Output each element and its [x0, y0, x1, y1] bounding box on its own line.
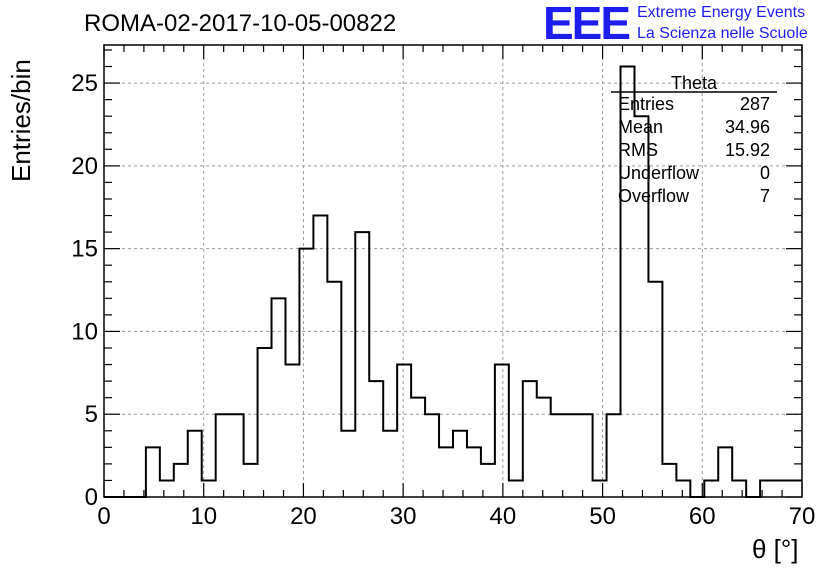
histogram-bin [774, 480, 788, 497]
plot-border [103, 44, 803, 498]
histogram-bin [258, 348, 272, 497]
stats-label: Mean [618, 117, 663, 137]
histogram-bin [216, 414, 230, 497]
stats-value: 0 [760, 163, 770, 183]
stats-label: Entries [618, 94, 674, 114]
histogram-bin [369, 381, 383, 497]
stats-value: 15.92 [725, 140, 770, 160]
stats-value: 34.96 [725, 117, 770, 137]
y-tick-label: 10 [71, 318, 98, 345]
x-tick-label: 10 [190, 503, 217, 530]
histogram-bin [272, 298, 286, 497]
histogram-bin [299, 249, 313, 497]
histogram-bin [593, 480, 607, 497]
histogram-bin [174, 464, 188, 497]
histogram-bin [495, 365, 509, 497]
histogram-bin [327, 282, 341, 497]
x-tick-label: 30 [390, 503, 417, 530]
y-axis-label: Entries/bin [6, 59, 36, 182]
histogram-bin [160, 480, 174, 497]
grid-layer [104, 45, 802, 497]
y-tick-label: 20 [71, 153, 98, 180]
y-tick-label: 15 [71, 236, 98, 263]
histogram-bin [509, 480, 523, 497]
x-tick-label: 50 [589, 503, 616, 530]
x-tick-label: 20 [290, 503, 317, 530]
stats-label: Underflow [618, 163, 700, 183]
histogram-bin [439, 447, 453, 497]
histogram-bin [188, 431, 202, 497]
stats-value: 287 [740, 94, 770, 114]
stats-title: Theta [671, 73, 718, 93]
histogram-bin [467, 447, 481, 497]
x-tick-label: 0 [97, 503, 110, 530]
histogram-layer [104, 65, 802, 498]
stats-label: Overflow [618, 186, 690, 206]
logo-subtitle-1: Extreme Energy Events [637, 4, 806, 21]
histogram-bin [453, 431, 467, 497]
histogram-bin [704, 480, 718, 497]
stats-label: RMS [618, 140, 658, 160]
histogram-bin [523, 381, 537, 497]
histogram-bin [579, 414, 593, 497]
histogram-bin [607, 414, 621, 497]
histogram-bin [341, 431, 355, 497]
x-axis-label: θ [°] [752, 534, 799, 564]
histogram-bin [662, 464, 676, 497]
histogram-line [104, 65, 802, 498]
histogram-bin [146, 447, 160, 497]
histogram-bin [244, 464, 258, 497]
y-tick-label: 0 [85, 484, 98, 511]
histogram-bin [383, 431, 397, 497]
histogram-bin [551, 414, 565, 497]
histogram-bin [718, 447, 732, 497]
histogram-bin [425, 414, 439, 497]
histogram-bin [285, 365, 299, 497]
y-tick-label: 25 [71, 70, 98, 97]
eee-logo: EEE [543, 0, 631, 49]
histogram-bin [313, 216, 327, 497]
histogram-bin [537, 398, 551, 497]
histogram-bin [676, 480, 690, 497]
histogram-bin [648, 282, 662, 497]
histogram-bin [565, 414, 579, 497]
run-title: ROMA-02-2017-10-05-00822 [84, 10, 397, 37]
x-tick-label: 60 [689, 503, 716, 530]
histogram-bin [230, 414, 244, 497]
histogram-bin [397, 365, 411, 497]
histogram-bin [355, 232, 369, 497]
y-tick-label: 5 [85, 401, 98, 428]
x-tick-label: 70 [789, 503, 816, 530]
logo-subtitle-2: La Scienza nelle Scuole [637, 25, 808, 42]
x-tick-label: 40 [490, 503, 517, 530]
histogram-bin [411, 398, 425, 497]
axis-ticks [103, 45, 803, 498]
stats-value: 7 [760, 186, 770, 206]
histogram-bin [788, 480, 802, 497]
plot-frame [103, 44, 803, 498]
histogram-bin [732, 480, 746, 497]
